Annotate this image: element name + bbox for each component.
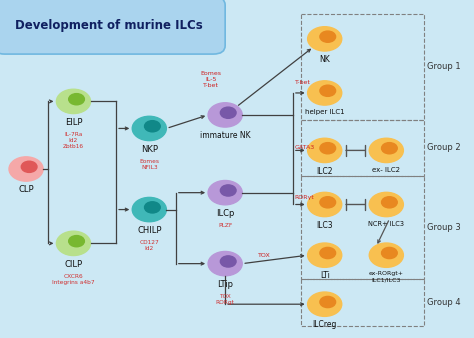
- Text: CLP: CLP: [18, 185, 34, 194]
- Circle shape: [308, 292, 342, 316]
- Circle shape: [382, 143, 397, 154]
- Text: Eomes
NFIL3: Eomes NFIL3: [139, 159, 159, 170]
- Text: LTip: LTip: [217, 280, 233, 289]
- Text: LTi: LTi: [320, 271, 329, 281]
- Circle shape: [220, 107, 236, 118]
- Circle shape: [320, 197, 336, 208]
- FancyBboxPatch shape: [0, 0, 225, 54]
- Circle shape: [56, 231, 91, 256]
- Text: T-bet: T-bet: [295, 80, 310, 85]
- Circle shape: [145, 121, 160, 132]
- Circle shape: [320, 85, 336, 96]
- Text: ex-RORgt+
ILC1/ILC3: ex-RORgt+ ILC1/ILC3: [369, 271, 404, 282]
- Circle shape: [132, 116, 166, 141]
- Text: IL-7Ra
Id2
Zbtb16: IL-7Ra Id2 Zbtb16: [63, 132, 84, 149]
- Circle shape: [382, 247, 397, 259]
- Text: TOX
RORgt: TOX RORgt: [216, 294, 235, 305]
- Circle shape: [208, 180, 242, 205]
- Text: immature NK: immature NK: [200, 131, 250, 140]
- Circle shape: [369, 243, 403, 267]
- Circle shape: [308, 243, 342, 267]
- Text: Development of murine ILCs: Development of murine ILCs: [15, 19, 203, 32]
- Bar: [301, 120, 424, 176]
- Circle shape: [220, 185, 236, 196]
- Text: EILP: EILP: [65, 118, 82, 127]
- Circle shape: [56, 89, 91, 114]
- Text: ILCreg: ILCreg: [312, 320, 337, 330]
- Circle shape: [308, 81, 342, 105]
- Circle shape: [320, 143, 336, 154]
- Circle shape: [208, 103, 242, 127]
- Circle shape: [21, 161, 37, 172]
- Circle shape: [145, 202, 160, 213]
- Text: TOX: TOX: [258, 253, 271, 258]
- Bar: [301, 14, 424, 120]
- Bar: [301, 279, 424, 326]
- Text: Eomes
IL-5
T-bet: Eomes IL-5 T-bet: [201, 71, 221, 88]
- Circle shape: [382, 197, 397, 208]
- Circle shape: [9, 157, 43, 181]
- Circle shape: [208, 251, 242, 276]
- Text: GATA3: GATA3: [295, 145, 315, 149]
- Bar: [301, 176, 424, 279]
- Text: CILP: CILP: [64, 260, 82, 269]
- Text: Group 3: Group 3: [427, 223, 460, 232]
- Text: Group 1: Group 1: [427, 62, 460, 71]
- Circle shape: [69, 94, 84, 105]
- Text: Group 2: Group 2: [427, 143, 460, 152]
- Circle shape: [320, 247, 336, 259]
- Circle shape: [308, 138, 342, 163]
- Text: CXCR6
Integrins a4b7: CXCR6 Integrins a4b7: [52, 274, 95, 285]
- Text: ILCp: ILCp: [216, 209, 234, 218]
- Text: Group 4: Group 4: [427, 298, 460, 307]
- Circle shape: [308, 192, 342, 217]
- Circle shape: [308, 27, 342, 51]
- Text: NKP: NKP: [141, 145, 158, 154]
- Text: ex- ILC2: ex- ILC2: [372, 167, 401, 173]
- Text: CHILP: CHILP: [137, 226, 162, 235]
- Text: RORγt: RORγt: [295, 195, 315, 200]
- Circle shape: [369, 192, 403, 217]
- Circle shape: [320, 296, 336, 308]
- Text: ILC3: ILC3: [316, 221, 333, 230]
- Text: CD127
Id2: CD127 Id2: [139, 240, 159, 251]
- Circle shape: [369, 138, 403, 163]
- Circle shape: [220, 256, 236, 267]
- Circle shape: [132, 197, 166, 222]
- Circle shape: [69, 236, 84, 247]
- Circle shape: [320, 31, 336, 42]
- Text: NCR+ ILC3: NCR+ ILC3: [368, 221, 404, 227]
- Text: NK: NK: [319, 55, 330, 64]
- Text: helper ILC1: helper ILC1: [305, 109, 345, 115]
- Text: ILC2: ILC2: [317, 167, 333, 176]
- Text: PLZF: PLZF: [218, 223, 232, 228]
